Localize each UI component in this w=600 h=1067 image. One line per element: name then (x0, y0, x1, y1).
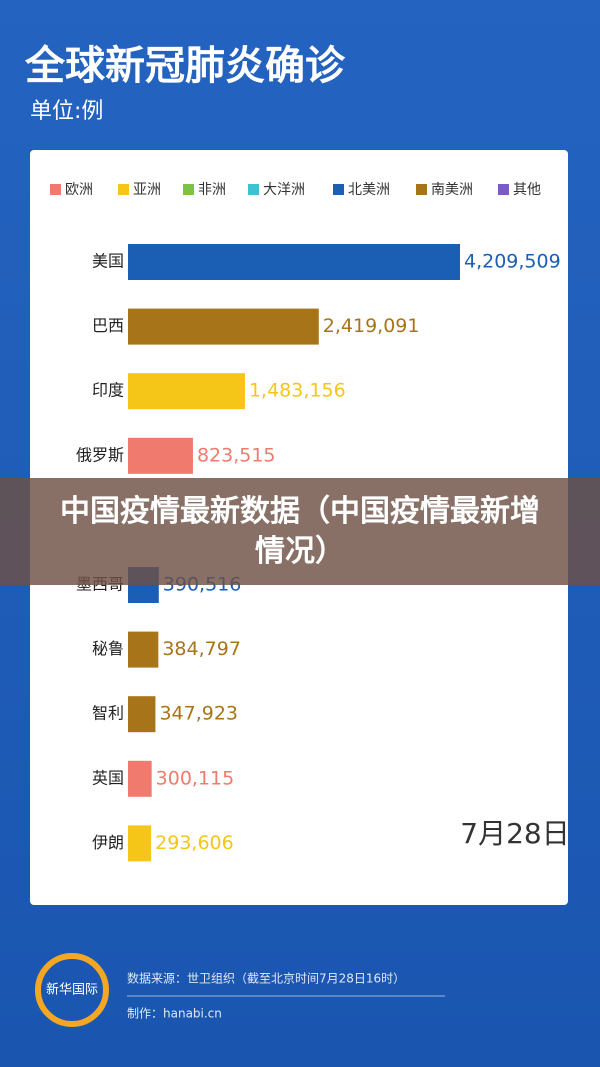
value-label: 300,115 (156, 767, 235, 789)
legend-label: 大洋洲 (263, 182, 305, 198)
legend-label: 北美洲 (348, 182, 390, 198)
legend-swatch (416, 184, 427, 195)
bar (128, 373, 245, 410)
bar (128, 825, 152, 862)
footer-credit: 制作：hanabi.cn (127, 1007, 222, 1021)
legend-label: 其他 (513, 182, 541, 198)
bar (128, 696, 156, 733)
category-label: 智利 (92, 704, 124, 723)
legend-label: 欧洲 (65, 182, 93, 198)
category-label: 英国 (92, 768, 124, 787)
legend-label: 南美洲 (431, 182, 473, 198)
value-label: 1,483,156 (249, 380, 346, 402)
value-label: 293,606 (155, 832, 234, 854)
category-label: 印度 (92, 381, 124, 400)
category-label: 美国 (92, 252, 124, 271)
bar (128, 308, 319, 345)
bar (128, 760, 152, 797)
bar (128, 631, 159, 668)
value-label: 347,923 (159, 703, 238, 725)
legend-label: 亚洲 (133, 182, 161, 198)
legend-swatch (498, 184, 509, 195)
legend-swatch (118, 184, 129, 195)
chart-title: 全球新冠肺炎确诊 (24, 43, 346, 89)
date-annotation: 7月28日 (460, 817, 569, 850)
category-label: 秘鲁 (92, 639, 124, 658)
category-label: 俄罗斯 (76, 445, 124, 464)
legend-swatch (333, 184, 344, 195)
bar (128, 244, 460, 280)
value-label: 2,419,091 (323, 315, 420, 337)
value-label: 4,209,509 (464, 251, 561, 273)
legend-swatch (248, 184, 259, 195)
value-label: 384,797 (162, 638, 241, 660)
banner: 中国疫情最新数据（中国疫情最新增情况） (0, 478, 600, 585)
bar (128, 437, 193, 474)
legend-swatch (50, 184, 61, 195)
chart-subtitle: 单位:例 (30, 99, 103, 124)
logo-text: 新华国际 (46, 982, 98, 998)
legend-swatch (183, 184, 194, 195)
category-label: 伊朗 (92, 833, 124, 852)
legend-label: 非洲 (198, 182, 226, 198)
value-label: 823,515 (197, 444, 276, 466)
logo-ring (35, 953, 109, 1027)
banner-title: 中国疫情最新数据（中国疫情最新增情况） (60, 493, 540, 569)
category-label: 巴西 (92, 316, 124, 335)
footer-source: 数据来源：世卫组织（截至北京时间7月28日16时） (127, 971, 405, 986)
